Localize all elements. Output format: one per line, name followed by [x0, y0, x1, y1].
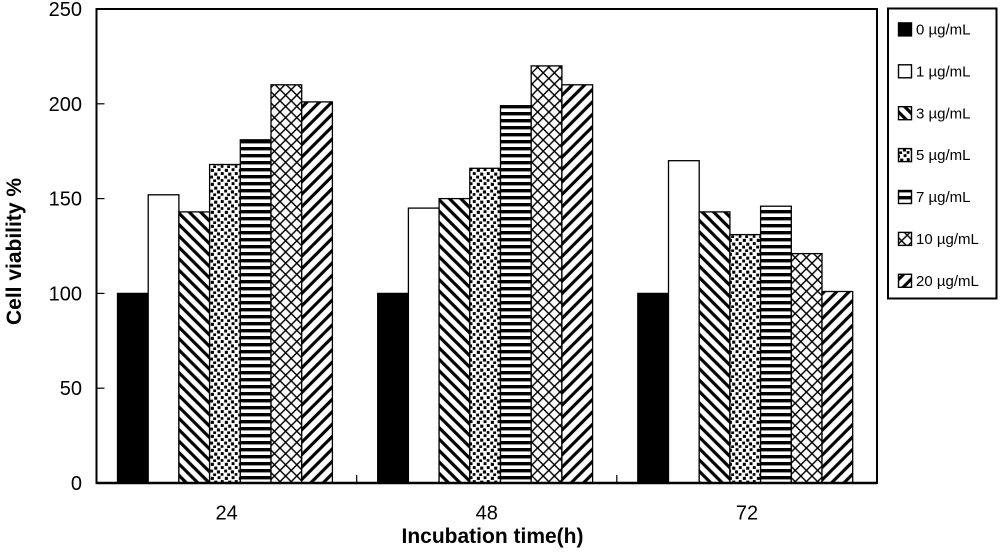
svg-text:0: 0: [71, 473, 82, 495]
svg-text:5 µg/mL: 5 µg/mL: [916, 147, 971, 164]
svg-text:1 µg/mL: 1 µg/mL: [916, 63, 971, 80]
svg-text:Cell viability %: Cell viability %: [3, 178, 26, 325]
svg-text:150: 150: [49, 189, 82, 211]
svg-text:200: 200: [49, 94, 82, 116]
svg-text:7 µg/mL: 7 µg/mL: [916, 189, 971, 206]
svg-text:10 µg/mL: 10 µg/mL: [916, 231, 979, 248]
svg-text:100: 100: [49, 283, 82, 305]
svg-text:20 µg/mL: 20 µg/mL: [916, 273, 979, 290]
svg-text:50: 50: [60, 378, 82, 400]
svg-text:250: 250: [49, 0, 82, 21]
svg-text:24: 24: [215, 503, 237, 525]
svg-text:72: 72: [736, 503, 758, 525]
svg-text:48: 48: [476, 503, 498, 525]
svg-text:0 µg/mL: 0 µg/mL: [916, 22, 971, 39]
svg-text:3 µg/mL: 3 µg/mL: [916, 105, 971, 122]
svg-text:Incubation time(h): Incubation time(h): [402, 525, 584, 548]
